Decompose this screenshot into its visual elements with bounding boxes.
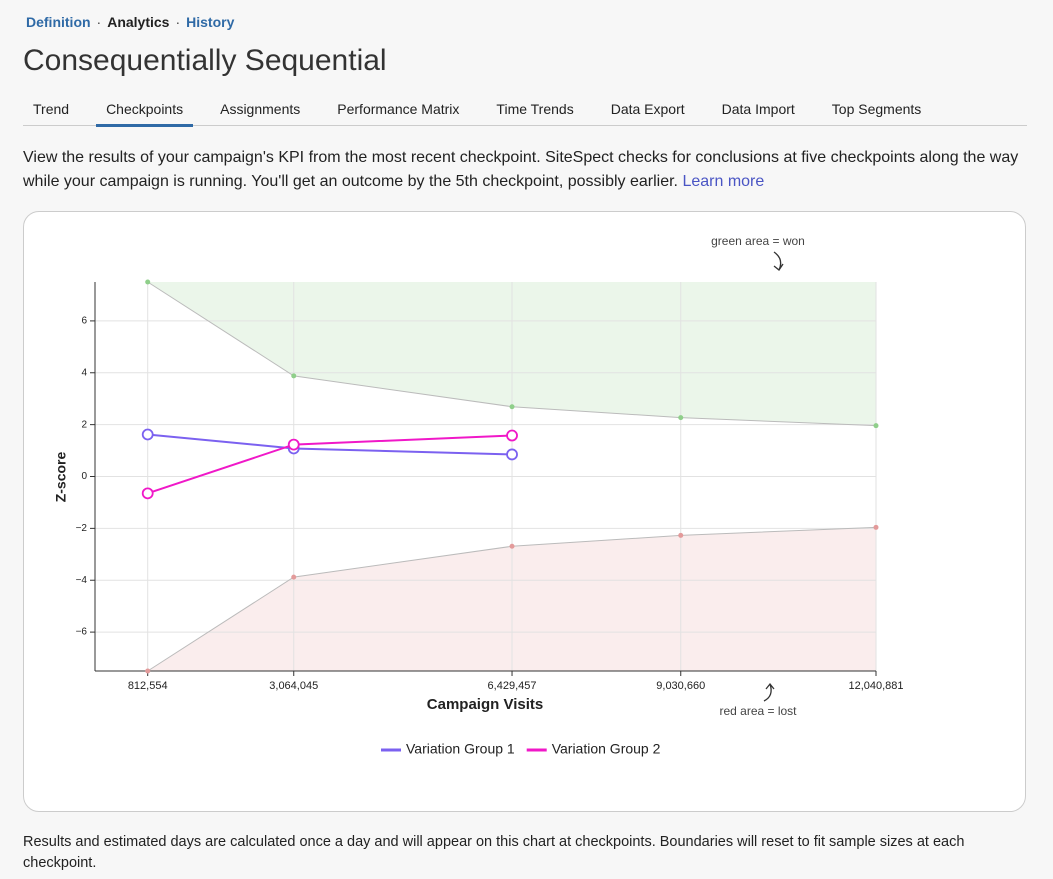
y-tick-label: 0 (81, 471, 87, 482)
series-point (141, 428, 154, 441)
tab[interactable]: Performance Matrix (337, 101, 460, 117)
x-tick-label: 9,030,660 (656, 680, 705, 692)
chart: −6 −4 −2 0 2 4 6 812,554 3,064,045 6,429,457 9,030… (53, 234, 904, 757)
y-tick-label: 6 (81, 316, 87, 327)
crumb-link[interactable]: History (186, 14, 235, 30)
boundary-point (873, 423, 879, 429)
boundary-point (291, 373, 297, 379)
x-axis-label: Campaign Visits (427, 696, 543, 713)
tab[interactable]: Top Segments (831, 101, 922, 117)
tab-bar: Trend Checkpoints Assignments Performance M… (23, 98, 1027, 127)
crumb-link[interactable]: Definition (26, 14, 91, 30)
y-tick-label: 4 (81, 367, 87, 378)
legend-label: Variation Group 1 (406, 741, 515, 757)
annotation-arrow (763, 682, 775, 702)
y-tick-label: −4 (76, 575, 88, 586)
y-tick-label: −2 (76, 523, 88, 534)
boundary-point (291, 574, 297, 580)
boundary-point (678, 532, 684, 538)
boundary-point (145, 668, 151, 674)
y-axis-label: Z-score (53, 452, 69, 503)
learn-more-link[interactable]: Learn more (682, 173, 765, 190)
breadcrumb: Definition · Analytics · History (26, 14, 235, 30)
tab[interactable]: Assignments (220, 101, 301, 117)
boundary-point (509, 404, 515, 410)
series-point (141, 487, 154, 500)
crumb-current: Analytics (107, 14, 170, 30)
boundary-point (509, 543, 515, 549)
series-line (147, 434, 513, 495)
tab[interactable]: Data Import (721, 101, 795, 117)
tab[interactable]: Time Trends (496, 101, 574, 117)
series-point (287, 438, 300, 451)
tab[interactable]: Trend (33, 101, 70, 117)
y-tick-label: 2 (81, 419, 87, 430)
page-title: Consequentially Sequential (23, 44, 387, 77)
x-tick-label: 3,064,045 (269, 680, 318, 692)
x-tick-label: 812,554 (128, 680, 168, 692)
tab[interactable]: Checkpoints (96, 98, 194, 127)
boundary-point (678, 415, 684, 421)
annotation: red area = lost (719, 704, 797, 718)
annotation-arrow (773, 251, 784, 271)
footer-note: Results and estimated days are calculate… (23, 834, 965, 871)
chart-card: −6 −4 −2 0 2 4 6 812,554 3,064,045 6,429,457 9,030… (23, 211, 1026, 812)
series-point (506, 448, 518, 461)
tab[interactable]: Data Export (610, 101, 685, 117)
annotation: green area = won (711, 234, 805, 248)
description-text: View the results of your campaign's KPI … (23, 149, 1019, 190)
x-tick-label: 12,040,881 (848, 680, 903, 692)
boundary-point (145, 279, 151, 285)
x-tick-label: 6,429,457 (488, 680, 537, 692)
description: View the results of your campaign's KPI … (23, 146, 1033, 194)
legend-label: Variation Group 2 (552, 741, 661, 757)
series-point (506, 429, 518, 442)
boundary-point (873, 524, 879, 530)
y-tick-label: −6 (76, 627, 88, 638)
